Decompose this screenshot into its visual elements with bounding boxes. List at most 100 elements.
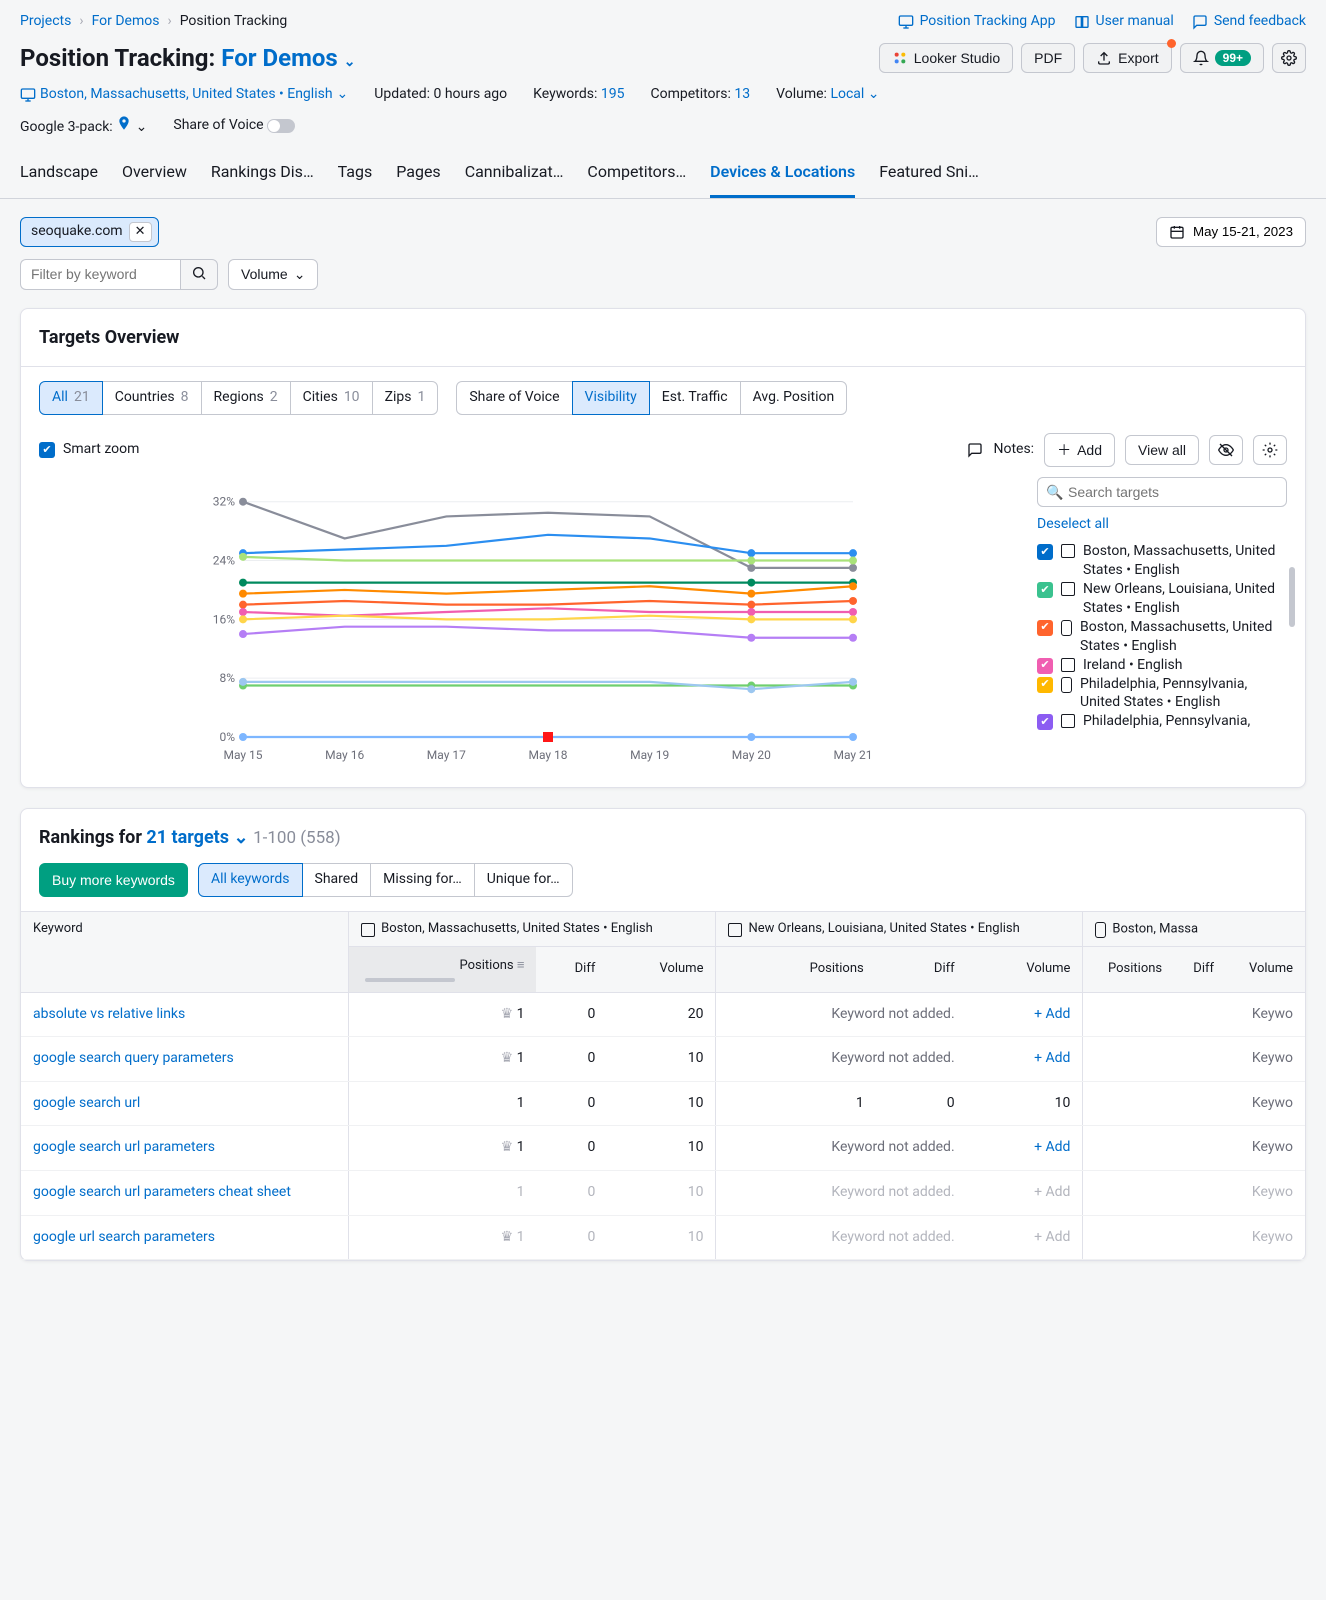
keyword-link[interactable]: absolute vs relative links [33, 1006, 185, 1022]
seg-countries[interactable]: Countries8 [102, 381, 202, 415]
seg-unique-for-[interactable]: Unique for… [474, 863, 573, 897]
notes-hide-button[interactable] [1209, 435, 1243, 465]
manual-link[interactable]: User manual [1074, 12, 1174, 32]
volume-meta[interactable]: Volume: Local ⌄ [776, 85, 879, 105]
tab-rankings-dis-[interactable]: Rankings Dis… [211, 151, 314, 197]
add-keyword-link[interactable]: + Add [1034, 1050, 1070, 1066]
breadcrumb-current: Position Tracking [180, 12, 288, 32]
volume-filter[interactable]: Volume ⌄ [228, 259, 318, 290]
col-positions-2[interactable]: Positions [716, 947, 876, 992]
col-positions-3[interactable]: Positions [1083, 947, 1174, 992]
tab-devices-locations[interactable]: Devices & Locations [710, 151, 855, 197]
legend-item[interactable]: ✔Boston, Massachusetts, United States • … [1037, 618, 1287, 656]
settings-button[interactable] [1272, 43, 1306, 73]
table-row: google search query parameters ♛ 1 0 10 … [21, 1037, 1305, 1082]
gear-icon [1262, 442, 1278, 458]
legend-item[interactable]: ✔Ireland • English [1037, 656, 1287, 675]
looker-button[interactable]: Looker Studio [879, 43, 1013, 73]
deselect-all-link[interactable]: Deselect all [1037, 515, 1287, 535]
seg-avg-position[interactable]: Avg. Position [740, 381, 848, 415]
col-diff-3[interactable]: Diff [1174, 947, 1226, 992]
keyword-link[interactable]: google search url [33, 1095, 140, 1111]
smart-zoom-checkbox[interactable]: ✔ Smart zoom [39, 440, 139, 460]
notes-add-button[interactable]: ＋ Add [1044, 433, 1115, 467]
keyword-link[interactable]: google search url parameters cheat sheet [33, 1184, 291, 1200]
seg-cities[interactable]: Cities10 [290, 381, 373, 415]
svg-text:May 17: May 17 [427, 748, 466, 762]
col-volume-2[interactable]: Volume [967, 947, 1083, 992]
legend-checkbox[interactable]: ✔ [1037, 658, 1053, 674]
seg-est-traffic[interactable]: Est. Traffic [649, 381, 741, 415]
keyword-link[interactable]: google search query parameters [33, 1050, 234, 1066]
keyword-filter-input[interactable] [20, 259, 180, 290]
col-diff-2[interactable]: Diff [876, 947, 967, 992]
svg-text:May 19: May 19 [630, 748, 669, 762]
project-switcher[interactable]: For Demos ⌄ [221, 42, 355, 76]
col-volume-1[interactable]: Volume [607, 947, 716, 992]
notes-viewall-button[interactable]: View all [1125, 435, 1199, 465]
rankings-targets-dropdown[interactable]: 21 targets ⌄ [146, 827, 248, 848]
keyword-link[interactable]: google search url parameters [33, 1139, 215, 1155]
export-button[interactable]: Export [1083, 43, 1171, 73]
app-link[interactable]: Position Tracking App [898, 12, 1056, 32]
search-icon: 🔍 [1046, 484, 1063, 504]
legend-scrollbar[interactable] [1289, 567, 1295, 627]
seg-missing-for-[interactable]: Missing for… [370, 863, 475, 897]
keyword-link[interactable]: google url search parameters [33, 1229, 215, 1245]
book-icon [1074, 14, 1090, 30]
col-diff-1[interactable]: Diff [536, 947, 607, 992]
seg-all-keywords[interactable]: All keywords [198, 863, 303, 897]
crown-icon: ♛ [501, 1050, 514, 1066]
buy-keywords-button[interactable]: Buy more keywords [39, 863, 188, 897]
tab-featured-sni-[interactable]: Featured Sni… [879, 151, 979, 197]
legend-item[interactable]: ✔Philadelphia, Pennsylvania, United Stat… [1037, 675, 1287, 713]
pdf-button[interactable]: PDF [1021, 43, 1075, 73]
feedback-link[interactable]: Send feedback [1192, 12, 1306, 32]
seg-shared[interactable]: Shared [302, 863, 372, 897]
seg-all[interactable]: All21 [39, 381, 103, 415]
chip-remove[interactable]: ✕ [129, 222, 152, 242]
toggle-off-icon[interactable] [267, 119, 295, 133]
sov-toggle[interactable]: Share of Voice [173, 116, 295, 136]
add-keyword-link[interactable]: + Add [1034, 1184, 1070, 1200]
seg-visibility[interactable]: Visibility [572, 381, 650, 415]
add-keyword-link[interactable]: + Add [1034, 1006, 1070, 1022]
legend-checkbox[interactable]: ✔ [1037, 582, 1053, 598]
svg-text:24%: 24% [213, 553, 235, 567]
keyword-filter-submit[interactable] [180, 259, 218, 290]
breadcrumb-projects[interactable]: Projects [20, 12, 71, 32]
col-positions-1[interactable]: Positions ≡ [349, 947, 537, 992]
tab-pages[interactable]: Pages [396, 151, 440, 197]
date-range-button[interactable]: May 15-21, 2023 [1156, 217, 1306, 247]
legend-checkbox[interactable]: ✔ [1037, 714, 1053, 730]
col-group-2: New Orleans, Louisiana, United States • … [716, 911, 1083, 947]
col-volume-3[interactable]: Volume [1226, 947, 1305, 992]
svg-text:May 21: May 21 [833, 748, 872, 762]
chart-settings-button[interactable] [1253, 435, 1287, 465]
tab-cannibalizat-[interactable]: Cannibalizat… [465, 151, 564, 197]
svg-text:May 16: May 16 [325, 748, 364, 762]
seg-zips[interactable]: Zips1 [372, 381, 439, 415]
tab-competitors-[interactable]: Competitors… [587, 151, 686, 197]
breadcrumb-demos[interactable]: For Demos [92, 12, 160, 32]
legend-item[interactable]: ✔Philadelphia, Pennsylvania, [1037, 712, 1287, 731]
location-selector[interactable]: Boston, Massachusetts, United States • E… [20, 85, 348, 105]
add-keyword-link[interactable]: + Add [1034, 1139, 1070, 1155]
col-keyword: Keyword [21, 911, 349, 992]
legend-item[interactable]: ✔New Orleans, Louisiana, United States •… [1037, 580, 1287, 618]
tab-landscape[interactable]: Landscape [20, 151, 98, 197]
mobile-icon [1061, 620, 1072, 636]
legend-search-input[interactable] [1037, 477, 1287, 507]
seg-share-of-voice[interactable]: Share of Voice [456, 381, 572, 415]
tab-tags[interactable]: Tags [338, 151, 373, 197]
add-keyword-link[interactable]: + Add [1034, 1229, 1070, 1245]
g3pack[interactable]: Google 3-pack: ⌄ [20, 115, 147, 138]
legend-item[interactable]: ✔Boston, Massachusetts, United States • … [1037, 542, 1287, 580]
seg-regions[interactable]: Regions2 [201, 381, 291, 415]
legend-checkbox[interactable]: ✔ [1037, 620, 1053, 636]
notifications-button[interactable]: 99+ [1180, 43, 1264, 73]
tab-overview[interactable]: Overview [122, 151, 187, 197]
legend-checkbox[interactable]: ✔ [1037, 544, 1053, 560]
legend-checkbox[interactable]: ✔ [1037, 677, 1053, 693]
monitor-icon [898, 14, 914, 30]
